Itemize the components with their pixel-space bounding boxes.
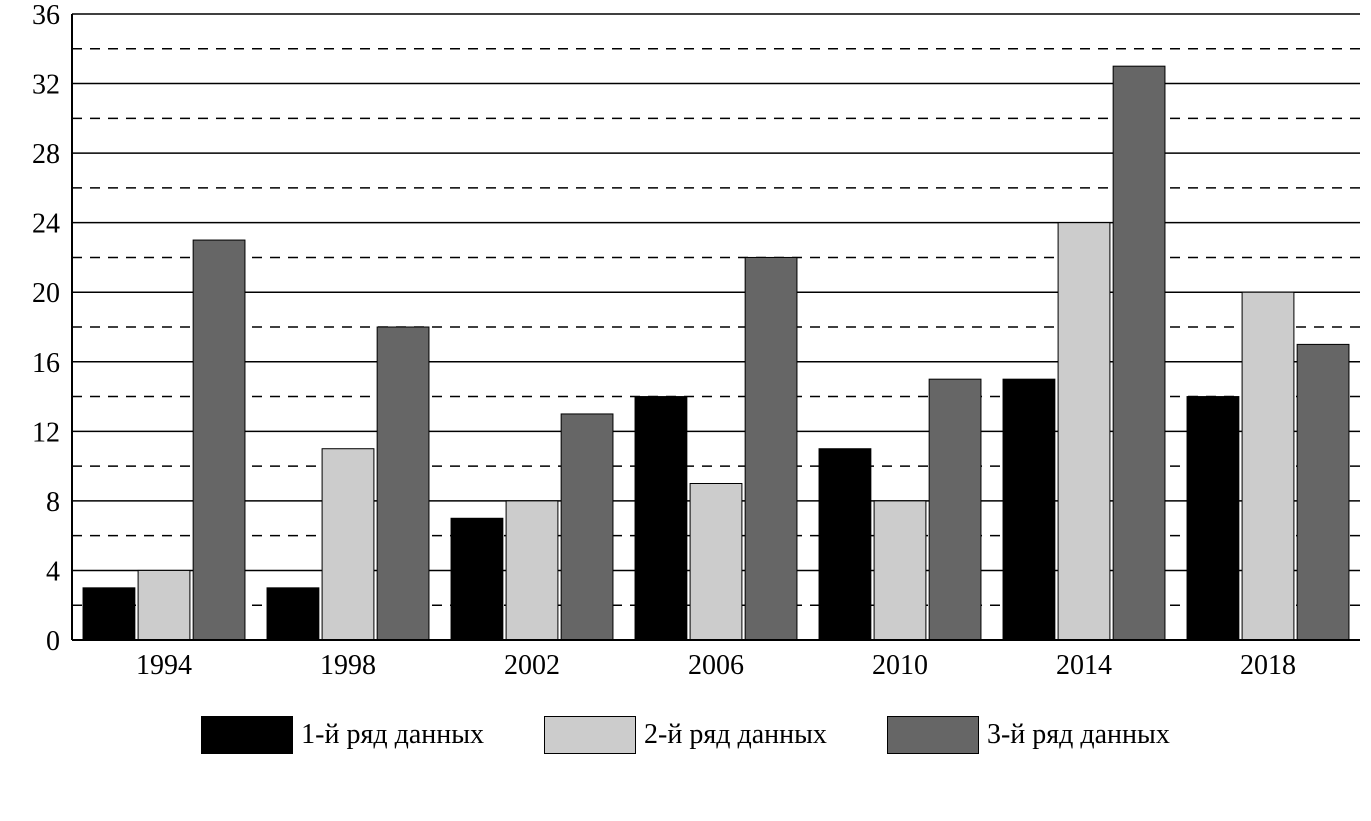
bar bbox=[635, 397, 687, 640]
legend-label: 1-й ряд данных bbox=[301, 719, 484, 751]
bar-chart: 0 4 8 12 16 20 24 28 32 36 1994 1998 2002 2006 2010 201… bbox=[0, 0, 1371, 700]
y-tick-label: 12 bbox=[32, 417, 60, 448]
legend-item: 1-й ряд данных bbox=[201, 716, 484, 754]
bar bbox=[83, 588, 135, 640]
bar bbox=[267, 588, 319, 640]
bar bbox=[819, 449, 871, 640]
y-tick-label: 32 bbox=[32, 70, 60, 101]
legend-swatch bbox=[201, 716, 293, 754]
bar bbox=[1058, 223, 1110, 640]
y-tick-label: 16 bbox=[32, 348, 60, 379]
y-tick-label: 36 bbox=[32, 0, 60, 31]
bar bbox=[561, 414, 613, 640]
bar bbox=[874, 501, 926, 640]
bar bbox=[451, 518, 503, 640]
legend-label: 3-й ряд данных bbox=[987, 719, 1170, 751]
y-tick-label: 20 bbox=[32, 278, 60, 309]
legend-swatch bbox=[887, 716, 979, 754]
x-tick-label: 1998 bbox=[320, 650, 376, 681]
x-tick-label: 2014 bbox=[1056, 650, 1112, 681]
x-tick-label: 1994 bbox=[136, 650, 192, 681]
y-tick-label: 8 bbox=[46, 487, 60, 518]
bar bbox=[1003, 379, 1055, 640]
x-tick-label: 2018 bbox=[1240, 650, 1296, 681]
bar bbox=[377, 327, 429, 640]
bar bbox=[1113, 66, 1165, 640]
bar bbox=[1242, 292, 1294, 640]
bar bbox=[506, 501, 558, 640]
legend-label: 2-й ряд данных bbox=[644, 719, 827, 751]
chart-legend: 1-й ряд данных 2-й ряд данных 3-й ряд данн… bbox=[201, 716, 1170, 754]
bar bbox=[929, 379, 981, 640]
x-tick-label: 2006 bbox=[688, 650, 744, 681]
bar bbox=[322, 449, 374, 640]
bar bbox=[193, 240, 245, 640]
y-tick-label: 28 bbox=[32, 139, 60, 170]
bar bbox=[1187, 397, 1239, 640]
legend-swatch bbox=[544, 716, 636, 754]
bar bbox=[690, 484, 742, 641]
x-tick-label: 2002 bbox=[504, 650, 560, 681]
bar bbox=[1297, 344, 1349, 640]
bar bbox=[745, 257, 797, 640]
legend-item: 3-й ряд данных bbox=[887, 716, 1170, 754]
legend-item: 2-й ряд данных bbox=[544, 716, 827, 754]
y-tick-label: 0 bbox=[46, 626, 60, 657]
x-tick-label: 2010 bbox=[872, 650, 928, 681]
chart-container: 0 4 8 12 16 20 24 28 32 36 1994 1998 2002 2006 2010 201… bbox=[0, 0, 1371, 754]
y-tick-label: 4 bbox=[46, 556, 60, 587]
y-tick-label: 24 bbox=[32, 209, 60, 240]
bar bbox=[138, 570, 190, 640]
